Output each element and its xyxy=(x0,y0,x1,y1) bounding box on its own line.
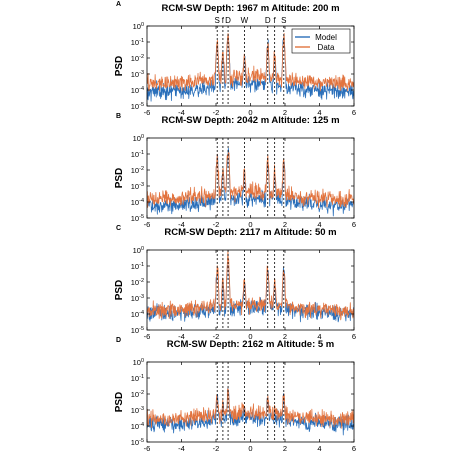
y-tick-label: 10-4 xyxy=(131,198,144,207)
x-tick-label: 0 xyxy=(248,332,252,341)
y-tick-label: 100 xyxy=(133,246,144,255)
x-tick-label: 4 xyxy=(317,108,321,117)
y-tick-label: 10-5 xyxy=(131,326,144,335)
series-line-model xyxy=(147,33,354,102)
y-tick-label: 10-1 xyxy=(131,374,144,383)
y-tick-label: 10-5 xyxy=(131,438,144,447)
series-line-data xyxy=(147,250,354,321)
y-axis-label: PSD xyxy=(114,392,125,413)
x-tick-label: 0 xyxy=(248,444,252,453)
x-tick-label: 6 xyxy=(352,444,356,453)
y-tick-label: 10-2 xyxy=(131,278,144,287)
panel-a: A RCM-SW Depth: 1967 m Altitude: 200 mS f D… xyxy=(114,1,356,117)
x-tick-label: 6 xyxy=(352,220,356,229)
y-tick-label: 10-1 xyxy=(131,150,144,159)
y-tick-label: 10-5 xyxy=(131,214,144,223)
y-tick-label: 10-2 xyxy=(131,54,144,63)
y-tick-label: 10-1 xyxy=(131,38,144,47)
x-tick-label: -2 xyxy=(213,108,220,117)
x-tick-label: -2 xyxy=(213,220,220,229)
y-axis-label: PSD xyxy=(114,56,125,77)
x-tick-label: 2 xyxy=(283,444,287,453)
x-tick-label: 2 xyxy=(283,332,287,341)
x-tick-label: 6 xyxy=(352,108,356,117)
x-tick-label: 0 xyxy=(248,220,252,229)
y-tick-label: 10-2 xyxy=(131,390,144,399)
legend-entry: Data xyxy=(318,43,335,52)
plot-frame xyxy=(146,361,355,443)
x-tick-label: -6 xyxy=(144,220,151,229)
x-tick-label: 2 xyxy=(283,108,287,117)
panel-b: B RCM-SW Depth: 2042 m Altitude: 125 m -6 -… xyxy=(114,113,356,229)
y-axis-label: PSD xyxy=(114,280,125,301)
series-line-model xyxy=(147,147,354,217)
frequency-marker-label: D xyxy=(225,16,231,25)
y-tick-label: 10-5 xyxy=(131,102,144,111)
y-tick-label: 10-4 xyxy=(131,422,144,431)
legend-box xyxy=(291,28,351,54)
panel-letter: A xyxy=(116,1,121,8)
y-tick-label: 100 xyxy=(133,134,144,143)
x-tick-label: -4 xyxy=(178,108,185,117)
panel-title: RCM-SW Depth: 2162 m Altitude: 5 m xyxy=(167,339,335,350)
panel-letter: B xyxy=(116,113,121,120)
x-tick-label: -2 xyxy=(213,444,220,453)
panel-title: RCM-SW Depth: 1967 m Altitude: 200 m xyxy=(161,3,339,14)
y-tick-label: 10-1 xyxy=(131,262,144,271)
series-line-data xyxy=(147,388,354,429)
x-tick-label: 4 xyxy=(317,444,321,453)
panel-letter: C xyxy=(116,225,121,232)
panel-title: RCM-SW Depth: 2042 m Altitude: 125 m xyxy=(161,115,339,126)
panel-d: D RCM-SW Depth: 2162 m Altitude: 5 m -6 -4 -… xyxy=(114,337,356,453)
y-tick-label: 10-3 xyxy=(131,70,144,79)
x-tick-label: 4 xyxy=(317,332,321,341)
y-tick-label: 10-3 xyxy=(131,406,144,415)
series-line-data xyxy=(147,152,354,209)
frequency-marker-label: D xyxy=(265,16,271,25)
y-tick-label: 10-2 xyxy=(131,166,144,175)
series-line-model xyxy=(147,387,354,436)
y-tick-label: 100 xyxy=(133,358,144,367)
y-tick-label: 10-4 xyxy=(131,310,144,319)
x-tick-label: 2 xyxy=(283,220,287,229)
x-tick-label: 4 xyxy=(317,220,321,229)
x-tick-label: -2 xyxy=(213,332,220,341)
y-axis-label: PSD xyxy=(114,168,125,189)
series-line-model xyxy=(147,264,354,323)
y-tick-label: 100 xyxy=(133,22,144,31)
y-tick-label: 10-4 xyxy=(131,86,144,95)
frequency-marker-label: S xyxy=(215,16,220,25)
frequency-marker-label: W xyxy=(241,16,249,25)
x-tick-label: 6 xyxy=(352,332,356,341)
x-tick-label: -4 xyxy=(178,220,185,229)
y-tick-label: 10-3 xyxy=(131,294,144,303)
frequency-marker-label: f xyxy=(274,16,277,25)
y-tick-label: 10-3 xyxy=(131,182,144,191)
panel-c: C RCM-SW Depth: 2117 m Altitude: 50 m -6 -4… xyxy=(114,225,356,341)
panel-letter: D xyxy=(116,337,121,344)
x-tick-label: -6 xyxy=(144,332,151,341)
x-tick-label: -4 xyxy=(178,332,185,341)
series-line-data xyxy=(147,32,354,92)
x-tick-label: -6 xyxy=(144,444,151,453)
legend-entry: Model xyxy=(315,33,337,42)
x-tick-label: -4 xyxy=(178,444,185,453)
frequency-marker-label: S xyxy=(281,16,286,25)
x-tick-label: 0 xyxy=(248,108,252,117)
frequency-marker-label: f xyxy=(222,16,225,25)
panel-title: RCM-SW Depth: 2117 m Altitude: 50 m xyxy=(164,227,336,238)
x-tick-label: -6 xyxy=(144,108,151,117)
